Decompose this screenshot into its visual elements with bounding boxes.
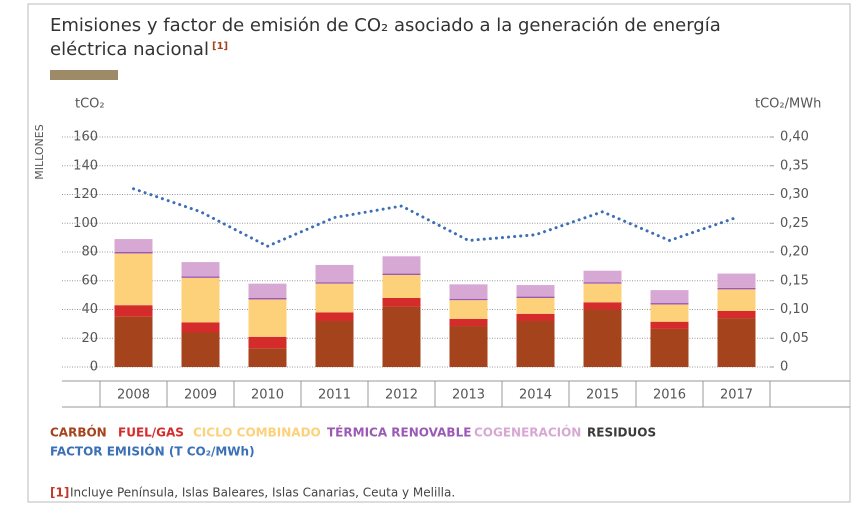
- x-tick-label: 2009: [184, 388, 217, 403]
- frame: [27, 3, 851, 503]
- y-tick-label: 140: [73, 158, 98, 173]
- legend-entry: CARBÓN: [50, 425, 107, 440]
- bar-segment: [248, 283, 287, 298]
- bar-segment: [181, 276, 220, 278]
- bar-segment: [583, 270, 622, 283]
- bar-segment: [717, 318, 756, 367]
- title-decoration: [50, 70, 118, 80]
- bar-segment: [114, 305, 153, 317]
- bar-segment: [315, 312, 354, 321]
- y2-unit: tCO₂/MWh: [755, 97, 821, 112]
- bar-segment: [583, 302, 622, 310]
- y2-tick-label: 0,40: [780, 130, 809, 145]
- chart-title-line2: eléctrica nacional: [50, 39, 209, 60]
- bar-segment: [583, 283, 622, 303]
- bar-segment: [248, 299, 287, 337]
- x-tick-label: 2012: [385, 388, 418, 403]
- title-note: [1]: [212, 41, 228, 52]
- y2-tick-label: 0,20: [780, 245, 809, 260]
- bar-segment: [382, 306, 421, 367]
- bar-segment: [315, 283, 354, 313]
- bar-segment: [449, 284, 488, 299]
- legend-entry: FACTOR EMISIÓN (T CO₂/MWh): [50, 444, 255, 459]
- bar-segment: [449, 318, 488, 327]
- bar-segment: [114, 316, 153, 367]
- footnote: Incluye Península, Islas Baleares, Islas…: [70, 486, 455, 500]
- bar-segment: [315, 321, 354, 367]
- x-tick-label: 2010: [251, 388, 284, 403]
- y2-tick-label: 0,35: [780, 158, 809, 173]
- y2-tick-label: 0: [780, 360, 788, 375]
- chart-title: Emisiones y factor de emisión de CO₂ aso…: [50, 15, 721, 36]
- y-tick-label: 120: [73, 187, 98, 202]
- bar-segment: [717, 273, 756, 288]
- bar-segment: [248, 298, 287, 300]
- bar-segment: [650, 328, 689, 367]
- bar-segment: [114, 252, 153, 254]
- bar-segment: [516, 296, 555, 298]
- y-axis-label: MILLONES: [33, 124, 46, 179]
- bar-segment: [181, 277, 220, 323]
- x-tick-label: 2014: [519, 388, 552, 403]
- bar-segment: [650, 321, 689, 329]
- bar-segment: [114, 253, 153, 306]
- bar-segment: [382, 298, 421, 307]
- bar-segment: [717, 289, 756, 311]
- line: [132, 187, 738, 248]
- y2-tick-label: 0,05: [780, 331, 809, 346]
- bar-segment: [315, 282, 354, 284]
- x-tick-label: 2016: [653, 388, 686, 403]
- bar-segment: [583, 309, 622, 367]
- legend-entry: TÉRMICA RENOVABLE: [327, 425, 471, 440]
- bar-segment: [717, 310, 756, 319]
- y-tick-label: 0: [90, 360, 98, 375]
- bar-segment: [181, 262, 220, 277]
- y-tick-label: 160: [73, 130, 98, 145]
- bar-segment: [516, 313, 555, 321]
- bar-segment: [516, 285, 555, 297]
- bar-segment: [382, 273, 421, 275]
- bar-segment: [181, 322, 220, 333]
- x-tick-label: 2008: [117, 388, 150, 403]
- legend-entry: COGENERACIÓN: [474, 425, 581, 440]
- x-tick-label: 2013: [452, 388, 485, 403]
- bar-segment: [114, 239, 153, 252]
- footnote-marker: [1]: [50, 486, 69, 500]
- bar-segment: [717, 287, 756, 290]
- x-tick-label: 2015: [586, 388, 619, 403]
- bar-segment: [449, 300, 488, 319]
- bar-segment: [248, 336, 287, 349]
- y-tick-label: 100: [73, 216, 98, 231]
- legend-entry: FUEL/GAS: [118, 426, 184, 440]
- x-tick-label: 2017: [720, 388, 753, 403]
- y2-tick-label: 0,10: [780, 302, 809, 317]
- bar-segment: [583, 282, 622, 284]
- bar-segment: [650, 290, 689, 304]
- y-unit: tCO₂: [75, 97, 105, 112]
- x-tick-label: 2011: [318, 388, 351, 403]
- bar-segment: [382, 275, 421, 298]
- bar-segment: [516, 298, 555, 314]
- y2-tick-label: 0,30: [780, 187, 809, 202]
- bar-segment: [650, 304, 689, 322]
- bar-segment: [516, 321, 555, 367]
- bar-segment: [248, 348, 287, 367]
- bar-segment: [382, 256, 421, 274]
- legend-entry: CICLO COMBINADO: [193, 426, 321, 440]
- y2-tick-label: 0,25: [780, 216, 809, 231]
- bar-segment: [449, 326, 488, 367]
- bar-segment: [650, 303, 689, 305]
- legend-entry: RESIDUOS: [587, 426, 656, 440]
- bar-segment: [315, 264, 354, 283]
- bar-segment: [449, 298, 488, 301]
- bar-segment: [181, 332, 220, 367]
- y2-tick-label: 0,15: [780, 273, 809, 288]
